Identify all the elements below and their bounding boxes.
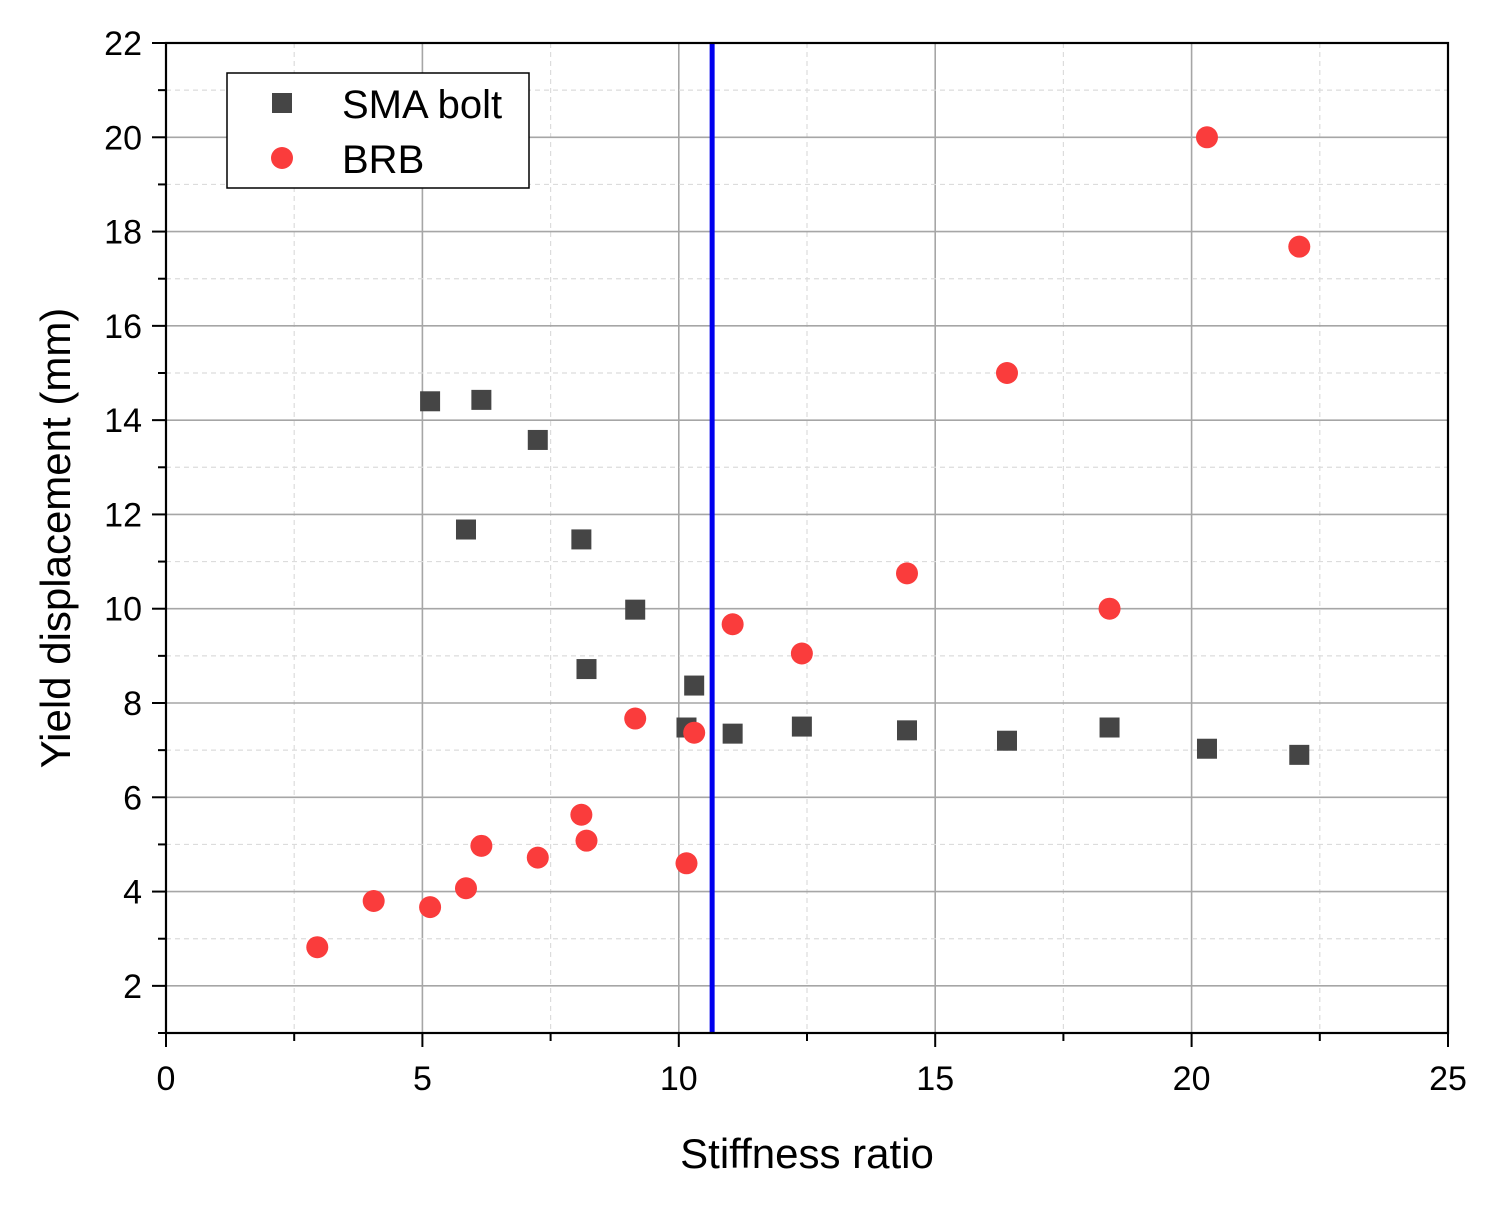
brb-point [526, 846, 549, 869]
series-sma-bolt [420, 389, 1310, 765]
brb-point [1288, 235, 1311, 258]
x-tick-label: 0 [157, 1060, 176, 1098]
brb-point [306, 936, 329, 959]
legend-box [226, 72, 530, 189]
x-tick-label: 5 [413, 1060, 432, 1098]
brb-point [1098, 597, 1121, 620]
brb-point [1195, 126, 1218, 149]
y-tick-label: 18 [104, 214, 142, 252]
sma-bolt-point [527, 429, 548, 450]
brb-point [470, 834, 493, 857]
series-brb [306, 126, 1311, 959]
sma-bolt-point [420, 391, 441, 412]
y-tick-label: 6 [123, 779, 142, 817]
brb-point [362, 890, 385, 912]
x-axis-label: Stiffness ratio [680, 1130, 934, 1177]
y-tick-label: 4 [123, 874, 142, 912]
sma-bolt-point [576, 659, 597, 680]
y-tick-label: 20 [104, 119, 142, 157]
x-tick-label: 10 [660, 1060, 698, 1098]
sma-bolt-point [1196, 738, 1217, 759]
legend-square-marker-icon [272, 93, 292, 113]
y-tick-label: 12 [104, 496, 142, 534]
y-tick-label: 22 [104, 25, 142, 63]
sma-bolt-point [1289, 744, 1310, 765]
brb-point [995, 362, 1018, 384]
x-tick-label: 20 [1173, 1060, 1211, 1098]
x-tick-label: 25 [1429, 1060, 1467, 1098]
sma-bolt-point [1099, 717, 1120, 738]
brb-point [683, 721, 706, 744]
y-axis-label: Yield displacement (mm) [32, 308, 79, 769]
sma-bolt-point [684, 675, 705, 696]
y-tick-label: 14 [104, 402, 142, 440]
sma-bolt-point [471, 389, 492, 410]
legend: SMA bolt BRB [226, 72, 530, 189]
brb-point [721, 613, 744, 636]
data-series [306, 126, 1311, 959]
brb-point [895, 562, 918, 585]
y-tick-label: 8 [123, 685, 142, 723]
axes: 0 5 10 15 20 25 2 4 6 8 10 12 14 16 18 20 22 [104, 25, 1467, 1098]
brb-point [575, 829, 598, 852]
y-tick-label: 2 [123, 968, 142, 1006]
sma-bolt-point [625, 599, 646, 620]
y-tick-label: 10 [104, 591, 142, 629]
brb-point [454, 877, 477, 900]
sma-bolt-point [996, 730, 1017, 751]
x-tick-label: 15 [916, 1060, 954, 1098]
sma-bolt-point [571, 529, 592, 550]
sma-bolt-point [722, 723, 743, 744]
sma-bolt-point [455, 519, 476, 540]
legend-circle-marker-icon [271, 147, 293, 169]
legend-label-sma-bolt: SMA bolt [342, 83, 502, 127]
y-tick-label: 16 [104, 308, 142, 346]
brb-point [675, 852, 698, 875]
brb-point [624, 707, 647, 730]
sma-bolt-point [791, 716, 812, 737]
brb-point [419, 896, 442, 919]
brb-point [570, 803, 593, 826]
legend-label-brb: BRB [342, 138, 424, 182]
sma-bolt-point [896, 720, 917, 741]
brb-point [790, 642, 813, 665]
